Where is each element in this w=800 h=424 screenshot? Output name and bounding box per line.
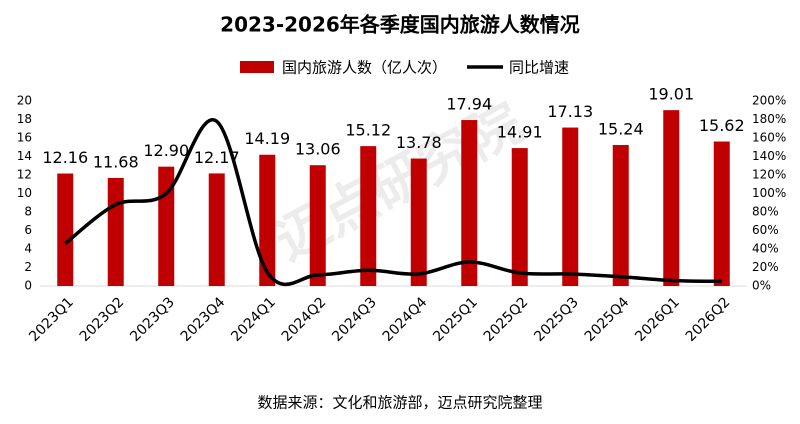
line [64, 118, 722, 287]
y2-tick-label: 20% [752, 260, 779, 274]
y-tick-label: 10 [17, 186, 32, 200]
y-tick-label: 12 [17, 168, 32, 182]
y2-tick-label: 60% [752, 223, 779, 237]
data-label: 11.68 [93, 152, 139, 171]
bar [309, 165, 326, 286]
y-tick-label: 0 [24, 279, 32, 293]
y2-tick-label: 180% [752, 112, 786, 126]
y-tick-label: 16 [17, 131, 32, 145]
legend-swatch [240, 61, 274, 73]
x-tick-label: 2023Q4 [178, 294, 229, 345]
x-tick-label: 2026Q2 [683, 294, 734, 345]
chart-title: 2023-2026年各季度国内旅游人数情况 [220, 13, 580, 37]
bar [612, 145, 629, 286]
x-tick-label: 2023Q3 [127, 294, 178, 345]
data-label: 14.19 [244, 129, 290, 148]
y2-tick-label: 100% [752, 186, 786, 200]
bar [562, 127, 579, 286]
data-label: 14.91 [497, 123, 543, 142]
bar [713, 141, 730, 286]
y2-tick-label: 120% [752, 168, 786, 182]
bar [57, 173, 74, 286]
y2-tick-label: 40% [752, 242, 779, 256]
y2-tick-label: 160% [752, 131, 786, 145]
y-tick-label: 4 [24, 242, 32, 256]
data-label: 17.94 [446, 95, 492, 114]
y-tick-label: 18 [17, 112, 32, 126]
bar [410, 158, 427, 286]
x-tick-label: 2024Q1 [228, 294, 279, 345]
y2-tick-label: 0% [752, 279, 771, 293]
x-tick-label: 2024Q2 [279, 294, 330, 345]
data-label: 13.06 [295, 140, 341, 159]
y-tick-label: 6 [24, 223, 32, 237]
data-label: 15.12 [345, 121, 391, 140]
y-tick-label: 8 [24, 205, 32, 219]
y2-tick-label: 200% [752, 94, 786, 108]
data-label: 19.01 [648, 85, 694, 104]
bar [461, 120, 478, 287]
x-tick-label: 2024Q3 [329, 294, 380, 345]
bar [511, 148, 528, 286]
y-tick-label: 2 [24, 260, 32, 274]
data-label: 12.17 [194, 148, 240, 167]
data-label: 15.62 [699, 116, 745, 135]
x-tick-label: 2025Q4 [582, 294, 633, 345]
x-tick-label: 2025Q1 [430, 294, 481, 345]
bar [360, 146, 377, 286]
source-note: 数据来源：文化和旅游部，迈点研究院整理 [257, 394, 542, 412]
x-tick-label: 2025Q3 [531, 294, 582, 345]
data-label: 15.24 [598, 120, 644, 139]
bar [107, 177, 124, 286]
bar [259, 154, 276, 286]
data-label: 12.90 [143, 141, 189, 160]
data-label: 13.78 [396, 133, 442, 152]
bar [663, 110, 680, 286]
watermark: 迈点研究院 [264, 90, 532, 272]
x-tick-label: 2023Q2 [77, 294, 128, 345]
y2-tick-label: 140% [752, 149, 786, 163]
x-tick-label: 2025Q2 [481, 294, 532, 345]
y2-tick-label: 80% [752, 205, 779, 219]
data-label: 17.13 [547, 102, 593, 121]
legend-label: 同比增速 [509, 59, 569, 77]
x-tick-label: 2023Q1 [26, 294, 77, 345]
data-label: 12.16 [42, 148, 88, 167]
y-tick-label: 20 [17, 94, 32, 108]
x-tick-label: 2024Q4 [380, 294, 431, 345]
y-tick-label: 14 [17, 149, 32, 163]
bar [208, 173, 225, 286]
x-tick-label: 2026Q1 [632, 294, 683, 345]
legend-label: 国内旅游人数（亿人次） [282, 59, 447, 77]
